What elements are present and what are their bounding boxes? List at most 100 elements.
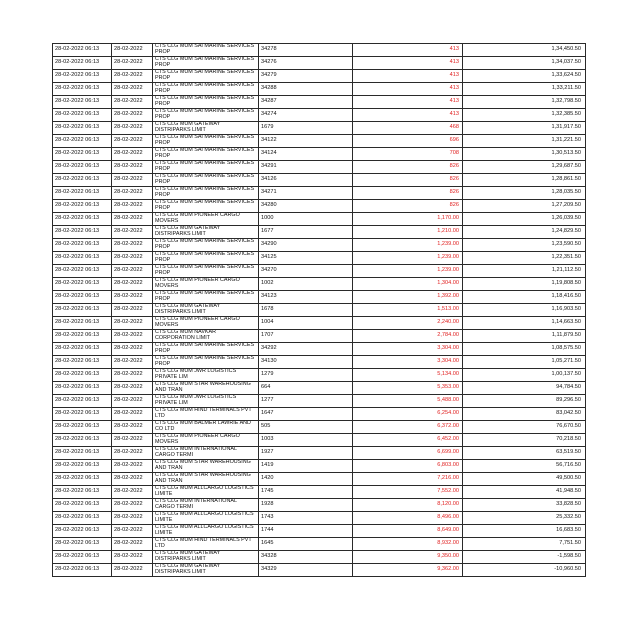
table-row: 28-02-2022 06:13 28-02-2022 CTS CLG MUM PI… (52, 316, 586, 330)
reference-cell: 1277 (258, 394, 353, 408)
reference-cell: 34290 (258, 238, 353, 252)
reference-cell: 34288 (258, 82, 353, 96)
balance-cell: 1,27,209.50 (462, 199, 586, 213)
table-row: 28-02-2022 06:13 28-02-2022 CTS CLG MUM SA… (52, 69, 586, 83)
txn-date-cell: 28-02-2022 06:13 (52, 329, 112, 343)
value-date-cell: 28-02-2022 (111, 238, 153, 252)
txn-date-cell: 28-02-2022 06:13 (52, 134, 112, 148)
description-cell: CTS CLG MUM SAI MARINE SERVICES PROP (152, 147, 259, 161)
debit-cell: 826 (352, 173, 463, 187)
debit-cell: 1,392.00 (352, 290, 463, 304)
description-cell: CTS CLG MUM GATEWAY DISTRIPARKS LIMIT (152, 121, 259, 135)
value-date-cell: 28-02-2022 (111, 43, 153, 57)
debit-cell: 413 (352, 56, 463, 70)
description-cell: CTS CLG MUM INTERNATIONAL CARGO TERMI (152, 446, 259, 460)
txn-date-cell: 28-02-2022 06:13 (52, 355, 112, 369)
txn-date-cell: 28-02-2022 06:13 (52, 95, 112, 109)
debit-cell: 3,304.00 (352, 355, 463, 369)
reference-cell: 34271 (258, 186, 353, 200)
transactions-table: 28-02-2022 06:13 28-02-2022 CTS CLG MUM SA… (52, 43, 586, 577)
value-date-cell: 28-02-2022 (111, 537, 153, 551)
value-date-cell: 28-02-2022 (111, 446, 153, 460)
table-row: 28-02-2022 06:13 28-02-2022 CTS CLG MUM GA… (52, 303, 586, 317)
txn-date-cell: 28-02-2022 06:13 (52, 69, 112, 83)
txn-date-cell: 28-02-2022 06:13 (52, 420, 112, 434)
balance-cell: 1,21,112.50 (462, 264, 586, 278)
debit-cell: 696 (352, 134, 463, 148)
balance-cell: 7,751.50 (462, 537, 586, 551)
debit-cell: 1,239.00 (352, 251, 463, 265)
debit-cell: 1,239.00 (352, 264, 463, 278)
reference-cell: 1000 (258, 212, 353, 226)
description-cell: CTS CLG MUM SAI MARINE SERVICES PROP (152, 199, 259, 213)
table-row: 28-02-2022 06:13 28-02-2022 CTS CLG MUM SA… (52, 173, 586, 187)
description-cell: CTS CLG MUM SAI MARINE SERVICES PROP (152, 108, 259, 122)
table-row: 28-02-2022 06:13 28-02-2022 CTS CLG MUM HI… (52, 537, 586, 551)
debit-cell: 2,784.00 (352, 329, 463, 343)
reference-cell: 34287 (258, 95, 353, 109)
balance-cell: 1,32,798.50 (462, 95, 586, 109)
table-row: 28-02-2022 06:13 28-02-2022 CTS CLG MUM ST… (52, 472, 586, 486)
balance-cell: 1,23,590.50 (462, 238, 586, 252)
value-date-cell: 28-02-2022 (111, 498, 153, 512)
debit-cell: 1,210.00 (352, 225, 463, 239)
table-row: 28-02-2022 06:13 28-02-2022 CTS CLG MUM SA… (52, 134, 586, 148)
reference-cell: 1647 (258, 407, 353, 421)
description-cell: CTS CLG MUM STAR WAREHOUSING AND TRAN (152, 381, 259, 395)
reference-cell: 1279 (258, 368, 353, 382)
reference-cell: 34278 (258, 43, 353, 57)
txn-date-cell: 28-02-2022 06:13 (52, 537, 112, 551)
description-cell: CTS CLG MUM SAI MARINE SERVICES PROP (152, 342, 259, 356)
description-cell: CTS CLG MUM GATEWAY DISTRIPARKS LIMIT (152, 303, 259, 317)
value-date-cell: 28-02-2022 (111, 420, 153, 434)
description-cell: CTS CLG MUM INTERNATIONAL CARGO TERMI (152, 498, 259, 512)
balance-cell: 1,19,808.50 (462, 277, 586, 291)
description-cell: CTS CLG MUM PIONEER CARGO MOVERS (152, 433, 259, 447)
txn-date-cell: 28-02-2022 06:13 (52, 251, 112, 265)
debit-cell: 413 (352, 82, 463, 96)
reference-cell: 34280 (258, 199, 353, 213)
txn-date-cell: 28-02-2022 06:13 (52, 56, 112, 70)
table-row: 28-02-2022 06:13 28-02-2022 CTS CLG MUM AL… (52, 485, 586, 499)
balance-cell: 76,670.50 (462, 420, 586, 434)
value-date-cell: 28-02-2022 (111, 563, 153, 577)
balance-cell: 1,33,624.50 (462, 69, 586, 83)
description-cell: CTS CLG MUM SAI MARINE SERVICES PROP (152, 264, 259, 278)
description-cell: CTS CLG MUM SAI MARINE SERVICES PROP (152, 95, 259, 109)
debit-cell: 1,170.00 (352, 212, 463, 226)
debit-cell: 1,304.00 (352, 277, 463, 291)
txn-date-cell: 28-02-2022 06:13 (52, 433, 112, 447)
balance-cell: 1,24,829.50 (462, 225, 586, 239)
debit-cell: 6,254.00 (352, 407, 463, 421)
reference-cell: 34130 (258, 355, 353, 369)
balance-cell: 1,28,861.50 (462, 173, 586, 187)
debit-cell: 826 (352, 199, 463, 213)
description-cell: CTS CLG MUM SAI MARINE SERVICES PROP (152, 355, 259, 369)
table-row: 28-02-2022 06:13 28-02-2022 CTS CLG MUM GA… (52, 550, 586, 564)
value-date-cell: 28-02-2022 (111, 277, 153, 291)
table-row: 28-02-2022 06:13 28-02-2022 CTS CLG MUM SA… (52, 147, 586, 161)
table-row: 28-02-2022 06:13 28-02-2022 CTS CLG MUM SA… (52, 82, 586, 96)
debit-cell: 8,496.00 (352, 511, 463, 525)
value-date-cell: 28-02-2022 (111, 550, 153, 564)
description-cell: CTS CLG MUM JWR LOGISTICS PRIVATE LIM (152, 394, 259, 408)
table-row: 28-02-2022 06:13 28-02-2022 CTS CLG MUM GA… (52, 121, 586, 135)
table-row: 28-02-2022 06:13 28-02-2022 CTS CLG MUM HI… (52, 407, 586, 421)
value-date-cell: 28-02-2022 (111, 186, 153, 200)
description-cell: CTS CLG MUM HIND TERMINALS PVT LTD (152, 537, 259, 551)
reference-cell: 34122 (258, 134, 353, 148)
reference-cell: 34292 (258, 342, 353, 356)
description-cell: CTS CLG MUM GATEWAY DISTRIPARKS LIMIT (152, 550, 259, 564)
table-row: 28-02-2022 06:13 28-02-2022 CTS CLG MUM JW… (52, 394, 586, 408)
balance-cell: 1,32,385.50 (462, 108, 586, 122)
table-row: 28-02-2022 06:13 28-02-2022 CTS CLG MUM SA… (52, 199, 586, 213)
balance-cell: 1,08,575.50 (462, 342, 586, 356)
txn-date-cell: 28-02-2022 06:13 (52, 524, 112, 538)
debit-cell: 413 (352, 69, 463, 83)
value-date-cell: 28-02-2022 (111, 147, 153, 161)
description-cell: CTS CLG MUM SAI MARINE SERVICES PROP (152, 134, 259, 148)
reference-cell: 34274 (258, 108, 353, 122)
table-row: 28-02-2022 06:13 28-02-2022 CTS CLG MUM PI… (52, 433, 586, 447)
reference-cell: 34328 (258, 550, 353, 564)
reference-cell: 34329 (258, 563, 353, 577)
